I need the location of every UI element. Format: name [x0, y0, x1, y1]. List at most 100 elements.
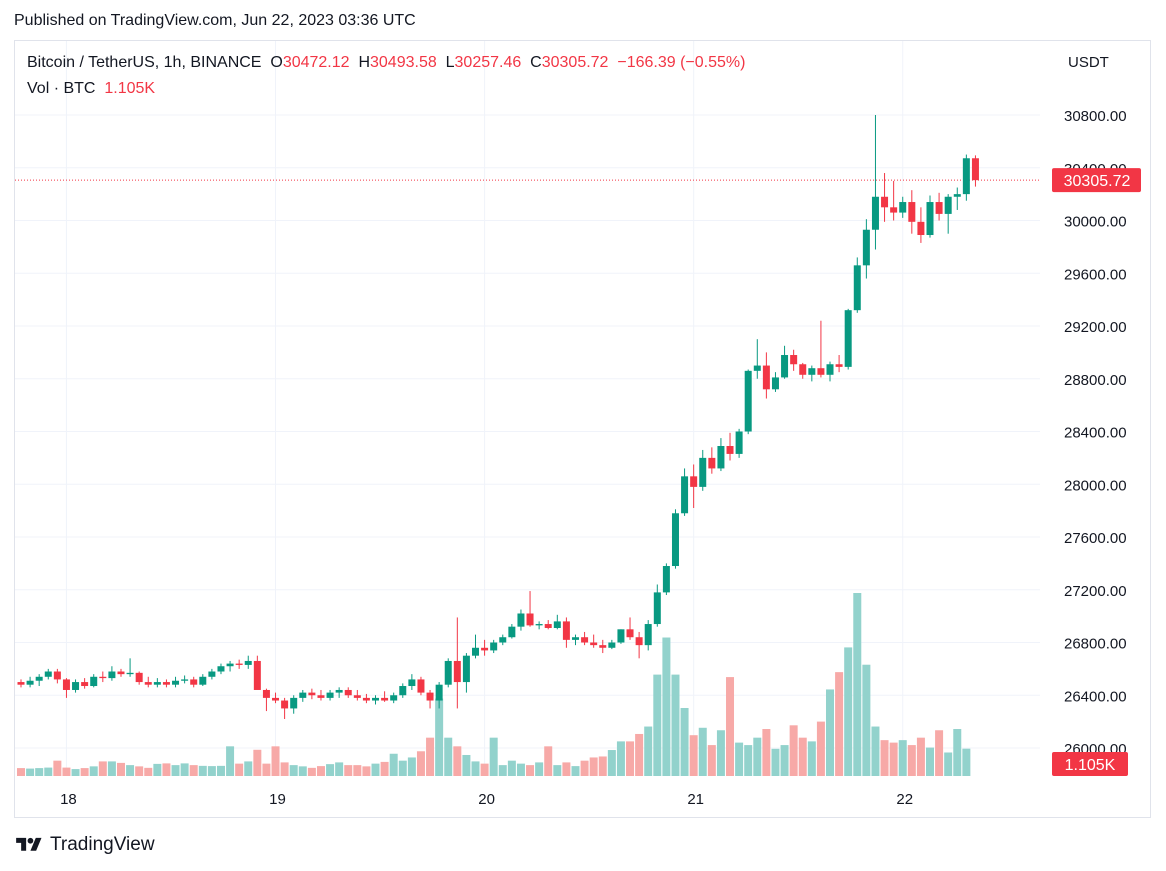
- candle: [17, 679, 25, 688]
- candle: [372, 695, 380, 705]
- candle: [426, 689, 434, 709]
- candle: [853, 257, 861, 313]
- candle: [326, 689, 334, 701]
- volume-bar: [171, 765, 180, 776]
- volume-bar: [271, 746, 280, 776]
- volume-bar: [535, 762, 544, 776]
- volume-bar: [362, 766, 371, 776]
- candle: [144, 676, 152, 688]
- volume-bar: [544, 746, 553, 776]
- volume-bar: [462, 754, 471, 776]
- candle: [753, 339, 761, 379]
- candle: [662, 563, 670, 596]
- candle: [290, 695, 298, 714]
- time-tick-label: 20: [478, 791, 495, 808]
- volume-bar: [216, 765, 225, 776]
- candle: [899, 196, 907, 218]
- volume-bar: [707, 745, 716, 776]
- volume-bar: [207, 766, 216, 776]
- volume-bar: [126, 765, 135, 776]
- volume-bar: [507, 760, 516, 776]
- candle: [181, 675, 189, 684]
- volume-bar: [780, 745, 789, 776]
- candle: [681, 468, 689, 516]
- volume-bar: [180, 763, 189, 776]
- volume-bar: [626, 741, 635, 776]
- candle: [962, 154, 970, 201]
- volume-bar: [253, 749, 262, 776]
- high-value: 30493.58: [370, 54, 437, 71]
- volume-bar: [862, 664, 871, 776]
- low-value: 30257.46: [454, 54, 522, 71]
- candle: [599, 639, 607, 654]
- volume-label[interactable]: Vol · BTC: [27, 80, 96, 97]
- volume-bar: [771, 748, 780, 776]
- candle: [26, 676, 34, 688]
- volume-bar: [753, 737, 762, 776]
- time-tick-label: 22: [896, 791, 913, 808]
- volume-bar: [416, 751, 425, 776]
- candle: [890, 180, 898, 221]
- currency-label: USDT: [1068, 54, 1109, 71]
- candle: [508, 624, 516, 639]
- symbol-name[interactable]: Bitcoin / TetherUS, 1h, BINANCE: [27, 54, 262, 71]
- candle: [226, 660, 234, 672]
- candle: [53, 668, 61, 684]
- volume-bar: [889, 742, 898, 776]
- volume-bar: [453, 746, 462, 776]
- volume-bar: [98, 761, 107, 776]
- volume-bar: [17, 768, 25, 776]
- volume-legend: Vol · BTC 1.105K: [27, 80, 155, 98]
- volume-bar: [89, 766, 98, 776]
- volume-bar: [880, 740, 889, 776]
- volume-bar: [816, 721, 825, 776]
- candle: [935, 192, 943, 221]
- volume-bar: [71, 769, 80, 776]
- candle: [235, 659, 243, 669]
- volume-bar: [198, 765, 207, 776]
- volume-bar: [735, 742, 744, 776]
- candle: [208, 668, 216, 680]
- candle: [708, 447, 716, 474]
- volume-bar: [944, 752, 953, 776]
- candle: [953, 187, 961, 210]
- change-value: −166.39 (−0.55%): [617, 54, 746, 71]
- candle: [390, 692, 398, 704]
- candle: [735, 428, 743, 458]
- volume-bar: [635, 733, 644, 776]
- candle: [99, 671, 107, 683]
- candle: [190, 676, 198, 688]
- candle: [581, 631, 589, 646]
- volume-bar: [298, 766, 307, 776]
- volume-bar: [689, 735, 698, 776]
- volume-bar: [607, 750, 616, 776]
- volume-bar: [716, 730, 725, 776]
- ohlc-legend: Bitcoin / TetherUS, 1h, BINANCE O30472.1…: [27, 54, 745, 72]
- footer-brand[interactable]: TradingView: [14, 834, 155, 856]
- candle: [44, 668, 52, 680]
- last-volume-text: 1.105K: [1065, 757, 1116, 774]
- candle: [626, 617, 634, 640]
- candle: [871, 115, 879, 250]
- volume-bar: [744, 745, 753, 776]
- volume-bar: [953, 729, 962, 776]
- chart-frame[interactable]: [14, 40, 1151, 818]
- price-tick-label: 28400.00: [1064, 425, 1127, 442]
- volume-bar: [26, 768, 35, 776]
- price-tick-label: 27200.00: [1064, 583, 1127, 600]
- volume-bar: [426, 737, 435, 776]
- candle: [544, 620, 552, 630]
- candle: [199, 674, 207, 687]
- volume-value: 1.105K: [104, 80, 156, 97]
- volume-bar: [444, 737, 453, 776]
- brand-name: TradingView: [50, 834, 155, 855]
- volume-bar: [326, 764, 335, 776]
- grid-lines: [15, 41, 1040, 776]
- volume-bar: [307, 767, 316, 776]
- candle: [553, 614, 561, 630]
- candle: [408, 674, 416, 690]
- price-tick-label: 28800.00: [1064, 372, 1127, 389]
- volume-bar: [335, 762, 344, 776]
- time-tick-label: 21: [687, 791, 704, 808]
